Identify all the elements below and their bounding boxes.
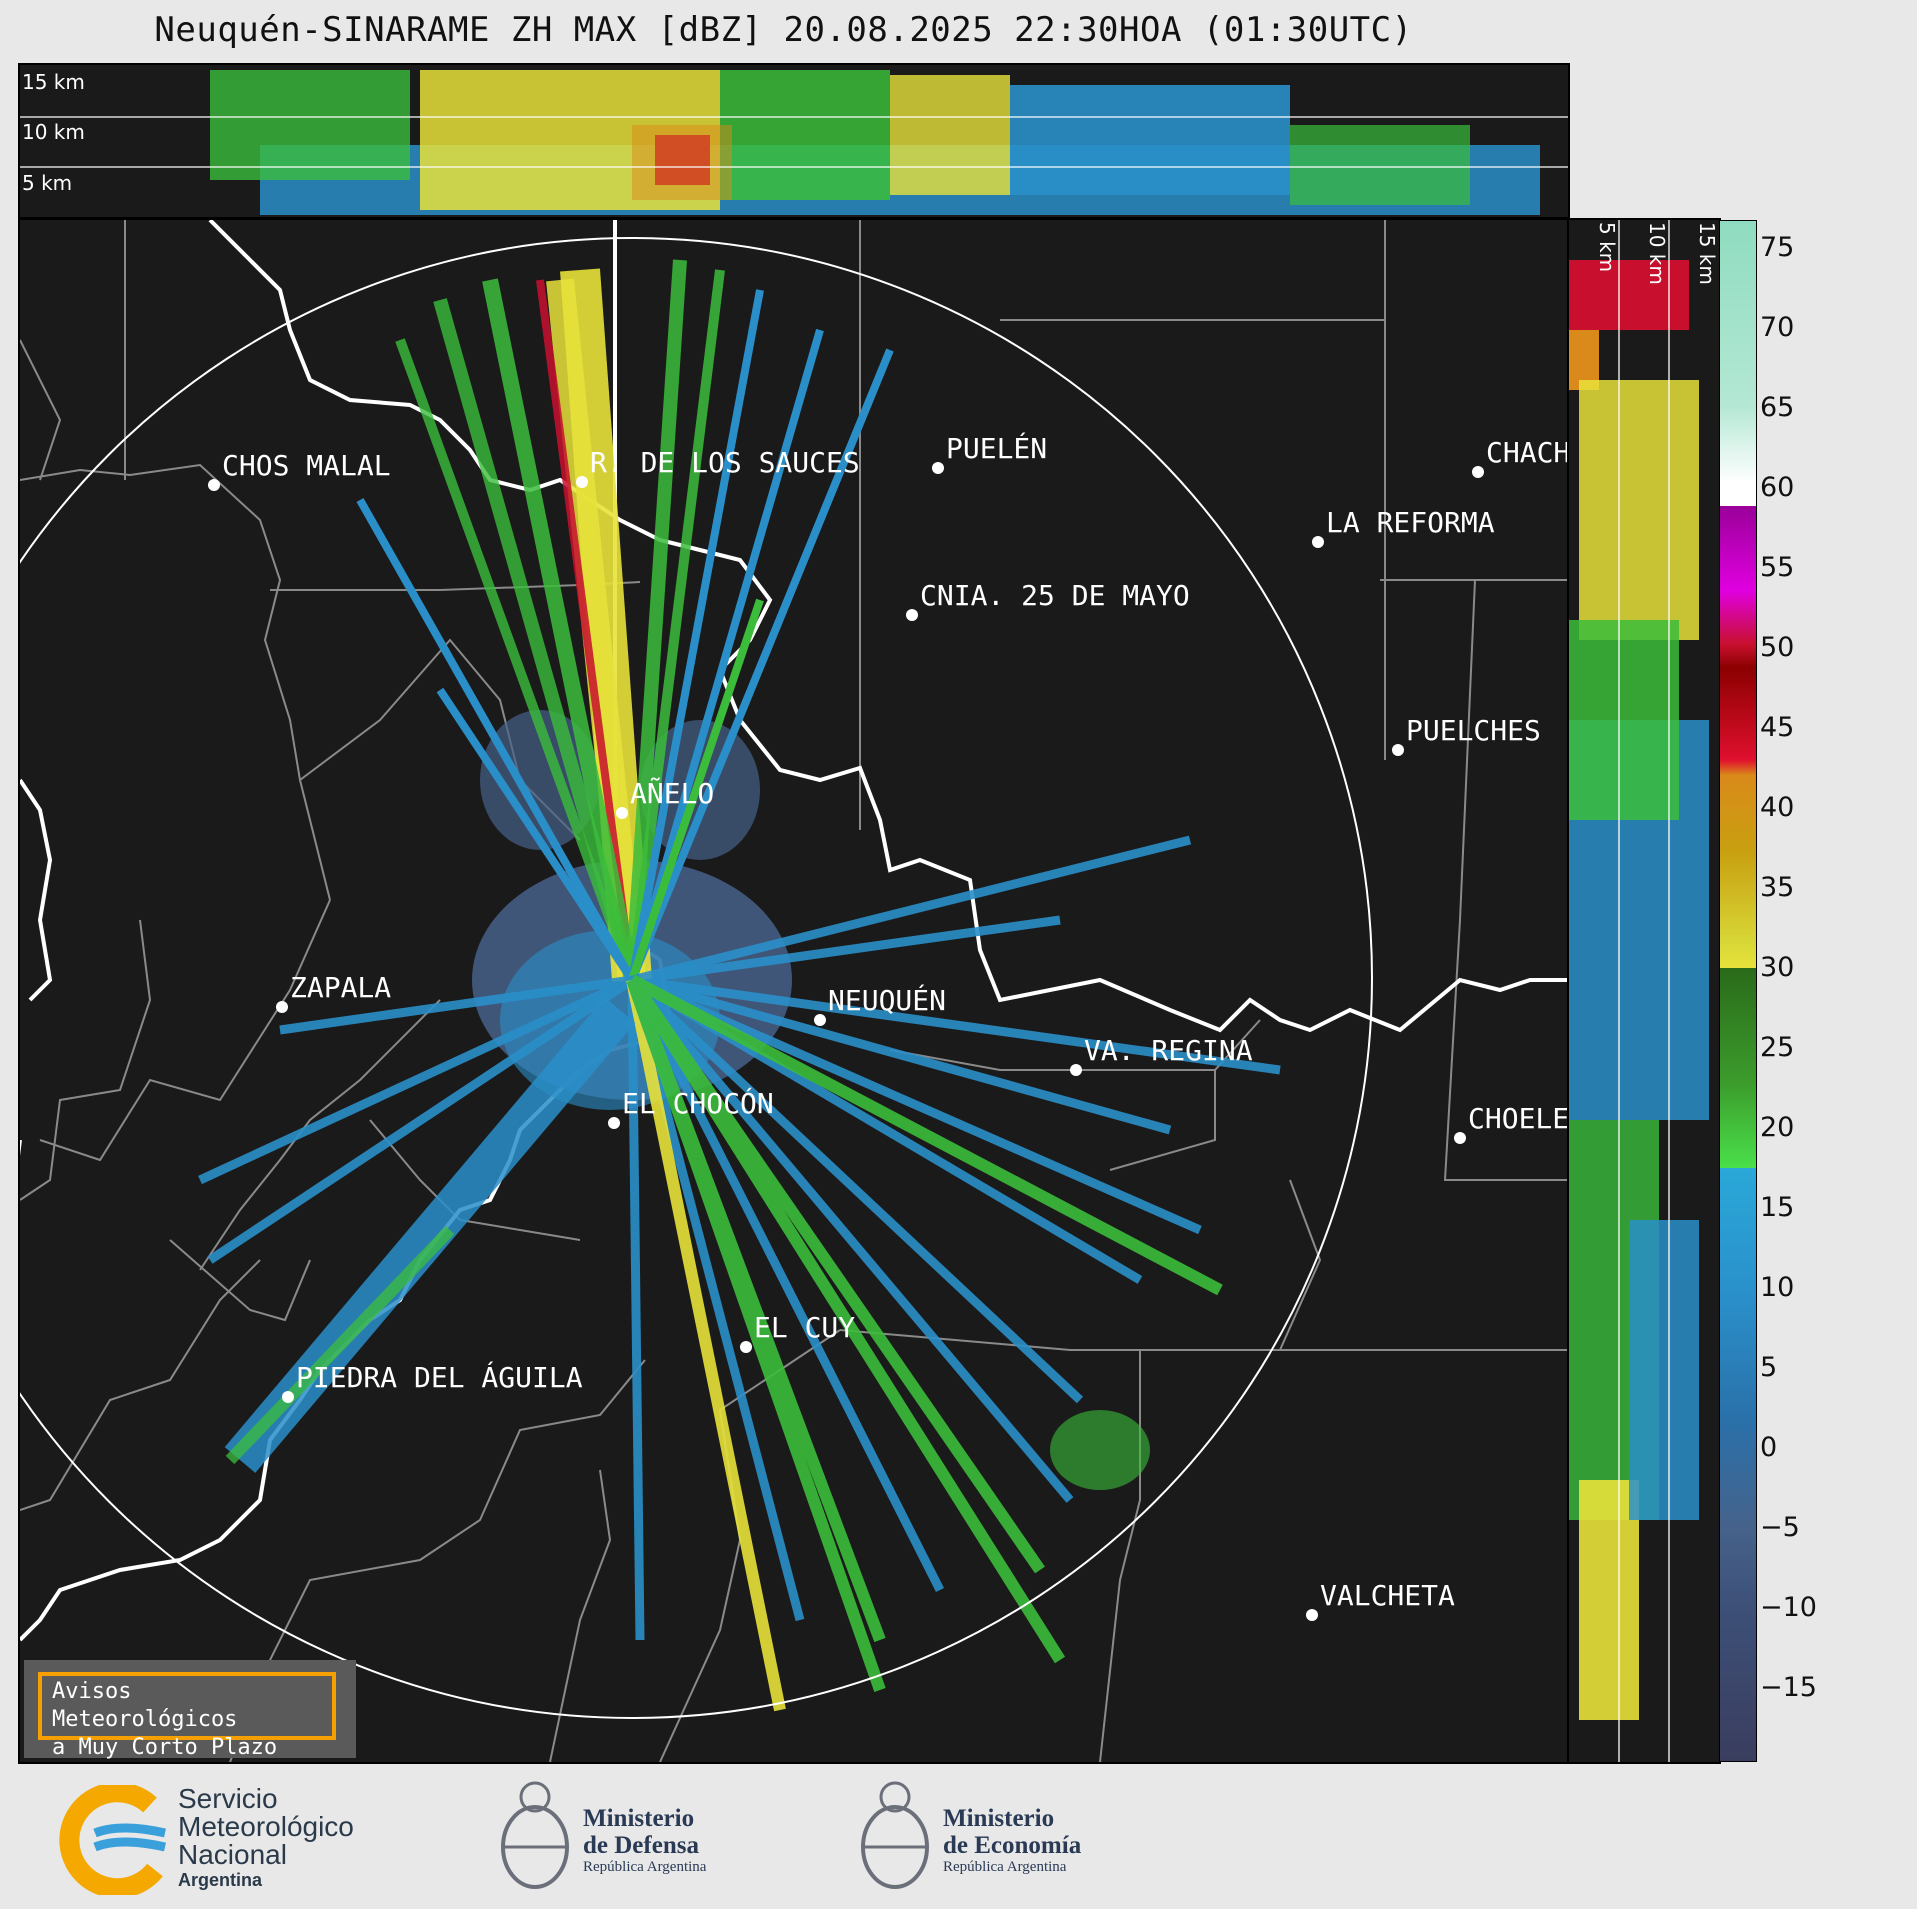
city-label-puelches: PUELCHES xyxy=(1406,714,1541,747)
city-label-villa-regina: VA. REGINA xyxy=(1084,1034,1253,1067)
city-label-el-cuy: EL CUY xyxy=(754,1311,855,1344)
warning-box-frame: Avisos Meteorológicos a Muy Corto Plazo xyxy=(38,1672,336,1760)
city-label-piedra-del-aguila: PIEDRA DEL ÁGUILA xyxy=(296,1360,583,1394)
defensa-line-2: de Defensa xyxy=(583,1832,699,1859)
economia-text-block: Ministerio de Economía República Argenti… xyxy=(943,1805,1163,1876)
cbar-tick-75: 75 xyxy=(1760,232,1795,263)
city-markers xyxy=(208,462,1484,1621)
city-label-la-reforma: LA REFORMA xyxy=(1326,506,1495,539)
warning-line-1: Avisos Meteorológicos xyxy=(52,1679,238,1732)
cbar-tick-50: 50 xyxy=(1760,632,1795,663)
province-boundaries xyxy=(20,220,1568,1762)
city-labels: CHOS MALAL R. DE LOS SAUCES PUELÉN CHACH… xyxy=(222,431,1568,1612)
warning-line-2: a Muy Corto Plazo xyxy=(52,1735,278,1760)
city-label-neuquen: NEUQUÉN xyxy=(828,983,946,1017)
east-west-cross-section: 5 km 10 km 15 km xyxy=(1567,218,1721,1764)
cbar-tick-30: 30 xyxy=(1760,952,1795,983)
cbar-tick-55: 55 xyxy=(1760,552,1795,583)
city-label-puelen: PUELÉN xyxy=(946,431,1047,465)
national-shield-icon xyxy=(501,1781,569,1889)
cross-section-top-svg xyxy=(20,70,1568,215)
cbar-tick-20: 20 xyxy=(1760,1112,1795,1143)
smn-line-2: Meteorológico xyxy=(178,1811,354,1842)
cbar-tick-45: 45 xyxy=(1760,712,1795,743)
defensa-line-1: Ministerio xyxy=(583,1805,695,1832)
altitude-label-15km: 15 km xyxy=(22,70,85,94)
cbar-tick-minus5: −5 xyxy=(1760,1512,1800,1543)
cbar-tick-10: 10 xyxy=(1760,1272,1795,1303)
cbar-tick-60: 60 xyxy=(1760,472,1795,503)
side-altitude-label-15km: 15 km xyxy=(1695,222,1719,285)
cbar-tick-35: 35 xyxy=(1760,872,1795,903)
city-label-chos-malal: CHOS MALAL xyxy=(222,449,391,482)
city-label-valcheta: VALCHETA xyxy=(1320,1579,1455,1612)
cbar-tick-40: 40 xyxy=(1760,792,1795,823)
range-ring xyxy=(20,237,1373,1719)
colorbar-gradient xyxy=(1720,221,1756,1761)
cbar-tick-70: 70 xyxy=(1760,312,1795,343)
economia-line-2: de Economía xyxy=(943,1832,1082,1859)
city-label-el-chocon: EL CHOCÓN xyxy=(622,1086,774,1120)
radar-map[interactable]: CHOS MALAL R. DE LOS SAUCES PUELÉN CHACH… xyxy=(18,218,1570,1764)
economia-line-1: Ministerio xyxy=(943,1805,1055,1832)
city-label-zapala: ZAPALA xyxy=(290,971,391,1004)
economia-line-3: República Argentina xyxy=(943,1859,1067,1875)
warning-box: Avisos Meteorológicos a Muy Corto Plazo xyxy=(24,1660,356,1760)
cbar-tick-25: 25 xyxy=(1760,1032,1795,1063)
smn-line-3: Nacional xyxy=(178,1839,287,1870)
altitude-label-10km: 10 km xyxy=(22,120,85,144)
smn-emblem-icon xyxy=(59,1785,166,1895)
reflectivity-echoes xyxy=(198,259,1281,1712)
cbar-tick-minus10: −10 xyxy=(1760,1592,1817,1623)
cbar-tick-15: 15 xyxy=(1760,1192,1795,1223)
altitude-label-5km: 5 km xyxy=(22,171,73,195)
page-title: Neuquén-SINARAME ZH MAX [dBZ] 20.08.2025… xyxy=(154,10,1413,50)
cbar-tick-0: 0 xyxy=(1760,1432,1778,1463)
north-south-cross-section: 15 km 10 km 5 km xyxy=(18,63,1570,219)
city-label-anelo: AÑELO xyxy=(630,776,714,810)
smn-line-1: Servicio xyxy=(178,1783,278,1814)
smn-text-block: Servicio Meteorológico Nacional Argentin… xyxy=(178,1785,418,1891)
city-label-choele-choel: CHOELE xyxy=(1468,1102,1568,1135)
top-echo-field xyxy=(210,70,1540,215)
cbar-tick-65: 65 xyxy=(1760,392,1795,423)
national-shield-icon xyxy=(861,1781,929,1889)
smn-line-4: Argentina xyxy=(178,1870,263,1890)
city-label-rincon-de-los-sauces: R. DE LOS SAUCES xyxy=(590,446,860,479)
side-altitude-label-5km: 5 km xyxy=(1595,222,1619,273)
defensa-text-block: Ministerio de Defensa República Argentin… xyxy=(583,1805,783,1876)
colorbar xyxy=(1719,220,1757,1762)
cross-section-side-svg xyxy=(1569,220,1709,1762)
side-echo-field xyxy=(1569,260,1709,1720)
city-label-chachahuen: CHACH xyxy=(1486,436,1568,469)
defensa-line-3: República Argentina xyxy=(583,1859,707,1875)
radar-map-svg: CHOS MALAL R. DE LOS SAUCES PUELÉN CHACH… xyxy=(20,220,1568,1762)
cbar-tick-5: 5 xyxy=(1760,1352,1778,1383)
side-altitude-label-10km: 10 km xyxy=(1645,222,1669,285)
city-label-25-de-mayo: CNIA. 25 DE MAYO xyxy=(920,579,1190,612)
cbar-tick-minus15: −15 xyxy=(1760,1672,1817,1703)
